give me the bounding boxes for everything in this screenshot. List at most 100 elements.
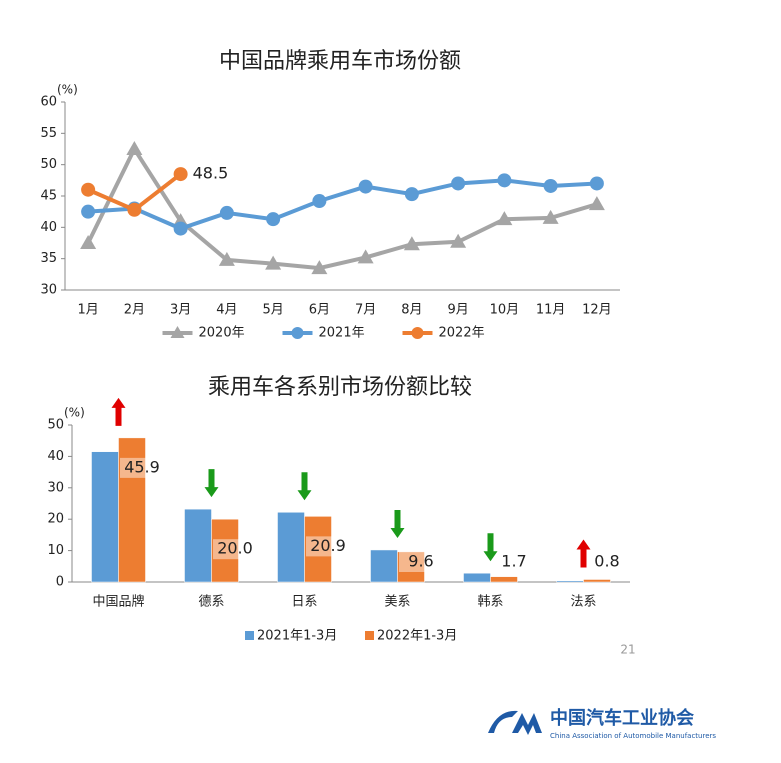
x-tick-label: 10月 [490, 303, 520, 318]
y-tick-label: 50 [40, 157, 57, 172]
x-tick-label: 中国品牌 [92, 594, 144, 610]
data-label: 0.8 [594, 552, 619, 571]
x-tick-label: 11月 [536, 303, 566, 318]
y-tick-label: 30 [47, 480, 64, 495]
point-marker [542, 209, 559, 224]
bar [91, 451, 119, 583]
x-tick-label: 7月 [355, 303, 376, 318]
chart-title: 乘用车各系别市场份额比较 [208, 375, 472, 400]
x-tick-label: 1月 [77, 303, 98, 318]
y-tick-label: 20 [47, 512, 64, 527]
point-marker [173, 167, 188, 182]
point-marker [589, 176, 604, 191]
trend-arrow [390, 509, 405, 538]
org-name: 中国汽车工业协会 [550, 707, 694, 729]
point-marker [312, 194, 327, 209]
point-marker [358, 179, 373, 194]
y-tick-label: 40 [40, 220, 57, 235]
y-tick-label: 45 [40, 189, 57, 204]
trend-arrow [297, 472, 312, 501]
x-tick-label: 5月 [262, 303, 283, 318]
series-line [87, 178, 597, 231]
bar [397, 551, 425, 583]
legend-marker [411, 327, 424, 339]
data-label: 48.5 [193, 164, 229, 183]
x-tick-label: 12月 [582, 303, 612, 318]
point-marker [543, 178, 558, 193]
point-marker [588, 196, 605, 211]
point-marker [311, 260, 328, 275]
point-marker [127, 202, 142, 217]
page-number: 21 [620, 643, 635, 657]
y-tick-label: 50 [47, 418, 64, 433]
org-name-en: China Association of Automobile Manufact… [550, 732, 716, 740]
point-marker [219, 205, 234, 220]
legend-label: 2022年1-3月 [377, 629, 457, 644]
label-bg [399, 552, 443, 572]
point-marker [80, 235, 97, 249]
x-tick-label: 4月 [216, 303, 237, 318]
point-marker [357, 249, 374, 264]
point-marker [404, 187, 419, 202]
point-marker [126, 141, 143, 155]
trend-arrow [111, 397, 126, 426]
point-marker [81, 182, 96, 197]
bar [556, 580, 584, 583]
bar [118, 437, 146, 583]
y-axis-label: (%) [64, 406, 85, 420]
x-tick-label: 8月 [401, 303, 422, 318]
label-bg [492, 552, 536, 572]
data-label: 20.0 [217, 539, 253, 558]
data-label: 1.7 [501, 552, 526, 571]
point-marker [403, 236, 420, 251]
bar [490, 576, 518, 583]
x-tick-label: 德系 [198, 595, 224, 610]
point-marker [81, 204, 96, 219]
x-tick-label: 9月 [447, 303, 468, 318]
x-tick-label: 日系 [291, 595, 317, 610]
point-marker [497, 173, 512, 188]
point-marker [266, 212, 281, 227]
legend-label: 2020年 [199, 326, 245, 341]
y-tick-label: 55 [40, 126, 57, 141]
label-bg [213, 539, 257, 560]
y-tick-label: 0 [56, 575, 64, 590]
legend-label: 2022年 [439, 326, 485, 341]
trend-arrow [204, 469, 219, 498]
series-line [86, 144, 598, 271]
label-bg [306, 536, 350, 557]
x-tick-label: 韩系 [477, 595, 503, 610]
y-tick-label: 40 [47, 449, 64, 464]
legend-marker [170, 326, 185, 338]
x-tick-label: 2月 [124, 303, 145, 318]
bar [304, 516, 332, 583]
bar [184, 508, 212, 583]
point-marker [218, 251, 235, 266]
legend-label: 2021年 [319, 326, 365, 341]
point-marker [451, 176, 466, 191]
x-tick-label: 法系 [570, 595, 596, 610]
logo-mark [512, 713, 542, 735]
x-tick-label: 6月 [309, 303, 330, 318]
x-tick-label: 美系 [384, 595, 410, 610]
bar [370, 549, 398, 583]
label-bg [585, 552, 629, 572]
trend-arrow [576, 539, 591, 568]
point-marker [450, 233, 467, 248]
legend-marker [291, 327, 304, 339]
point-marker [496, 211, 513, 226]
bar [277, 512, 305, 583]
y-tick-label: 10 [47, 543, 64, 558]
legend-label: 2021年1-3月 [257, 629, 337, 644]
bar [583, 579, 611, 583]
logo-mark [488, 710, 518, 733]
bar [463, 572, 491, 583]
x-tick-label: 3月 [170, 303, 191, 318]
y-tick-label: 30 [40, 283, 57, 298]
y-tick-label: 35 [40, 251, 57, 266]
bar [211, 518, 239, 583]
legend-swatch [365, 631, 374, 640]
y-axis-label: (%) [57, 83, 78, 97]
point-marker [173, 221, 188, 236]
